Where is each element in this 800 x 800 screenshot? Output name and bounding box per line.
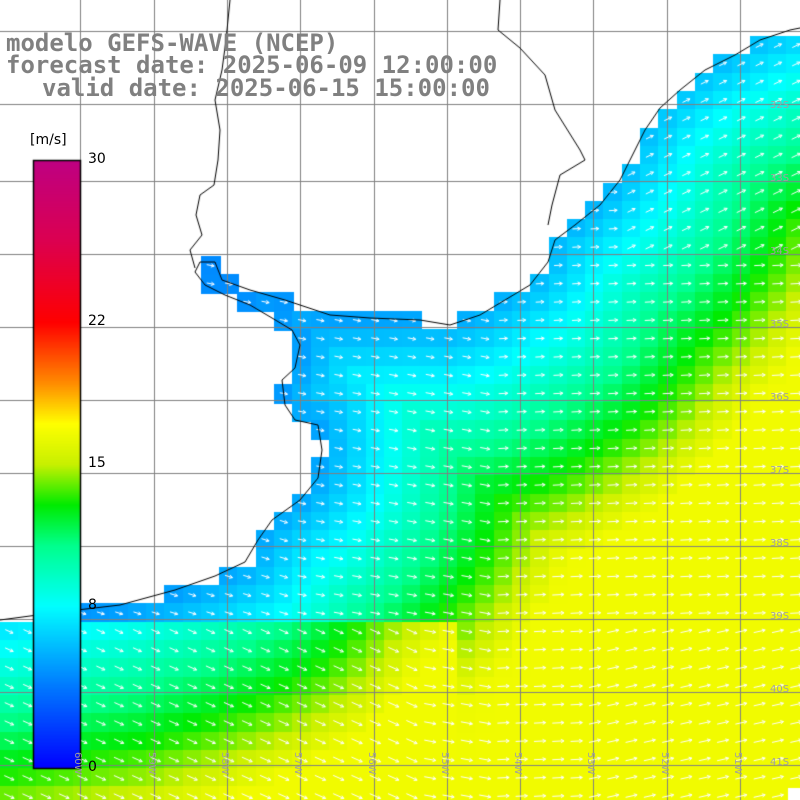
title-valid-date: valid date: 2025-06-15 15:00:00 <box>42 74 490 102</box>
colorbar-tick-label: 8 <box>88 597 97 613</box>
latitude-label: 33S <box>770 173 790 184</box>
latitude-label: 41S <box>770 757 790 768</box>
longitude-label: 54W <box>512 752 523 775</box>
latitude-label: 37S <box>770 465 790 476</box>
colorbar-tick-label: 30 <box>88 151 106 167</box>
latitude-label: 32S <box>770 100 790 111</box>
longitude-label: 51W <box>732 752 743 775</box>
longitude-label: 58W <box>219 752 230 775</box>
latitude-label: 39S <box>770 611 790 622</box>
title-forecast-date: forecast date: 2025-06-09 12:00:00 <box>6 51 498 79</box>
title-model: modelo GEFS-WAVE (NCEP) <box>6 29 339 57</box>
colorbar-tick-label: 15 <box>88 455 106 471</box>
colorbar-tick-label: 22 <box>88 313 106 329</box>
longitude-label: 53W <box>585 752 596 775</box>
colorbar-unit: [m/s] <box>30 132 67 148</box>
longitude-label: 56W <box>366 752 377 775</box>
colorbar-tick-label: 0 <box>88 759 97 775</box>
latitude-label: 38S <box>770 538 790 549</box>
longitude-label: 52W <box>659 752 670 775</box>
longitude-label: 59W <box>146 752 157 775</box>
longitude-label: 60W <box>72 752 83 775</box>
latitude-label: 40S <box>770 684 790 695</box>
longitude-label: 55W <box>439 752 450 775</box>
latitude-label: 35S <box>770 319 790 330</box>
longitude-label: 57W <box>292 752 303 775</box>
latitude-label: 34S <box>770 246 790 257</box>
latitude-label: 36S <box>770 392 790 403</box>
